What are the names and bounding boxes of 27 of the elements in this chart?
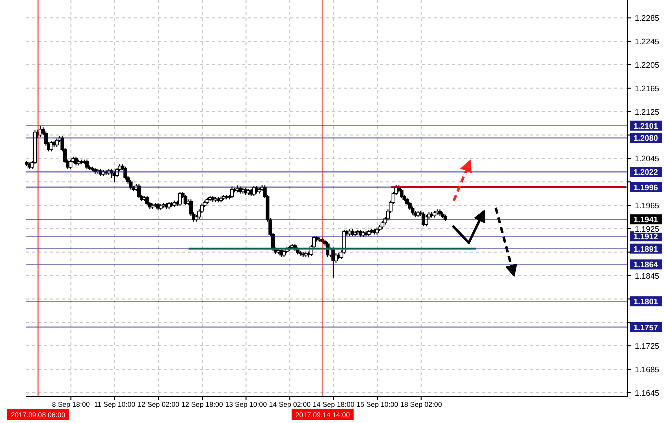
candlestick xyxy=(68,159,73,170)
ref-line-label: 1.2101 xyxy=(634,122,659,131)
candlestick xyxy=(137,184,142,199)
ref-line-label: 1.1757 xyxy=(634,323,659,332)
y-tick-label: 1.2205 xyxy=(635,60,660,70)
y-tick-label: 1.1725 xyxy=(635,342,660,352)
y-tick-label: 1.2285 xyxy=(635,14,660,24)
ref-line-label: 1.1864 xyxy=(634,260,659,270)
y-tick-label: 1.1645 xyxy=(635,388,660,398)
y-tick-label: 1.1685 xyxy=(635,365,660,374)
y-tick-label: 1.1925 xyxy=(635,224,660,234)
ref-line-label: 1.1891 xyxy=(634,244,659,254)
ref-line-label: 1.1801 xyxy=(634,298,659,307)
candlestick xyxy=(115,168,120,178)
ref-line-label: 1.1996 xyxy=(634,183,659,192)
y-tick-label: 1.1965 xyxy=(635,202,660,211)
ref-line-label: 1.1912 xyxy=(634,232,659,242)
y-tick-label: 1.2125 xyxy=(635,108,660,117)
y-tick-label: 1.2245 xyxy=(635,38,660,47)
candlestick xyxy=(146,196,150,206)
y-tick-label: 1.2045 xyxy=(635,154,660,164)
y-tick-label: 1.1845 xyxy=(635,272,660,281)
y-tick-label: 1.2165 xyxy=(635,84,660,94)
candlestick xyxy=(424,214,428,228)
ref-line-label: 1.2080 xyxy=(634,134,659,144)
ref-line-label: 1.2022 xyxy=(634,168,659,178)
ref-line-label: 1.1941 xyxy=(634,216,659,225)
